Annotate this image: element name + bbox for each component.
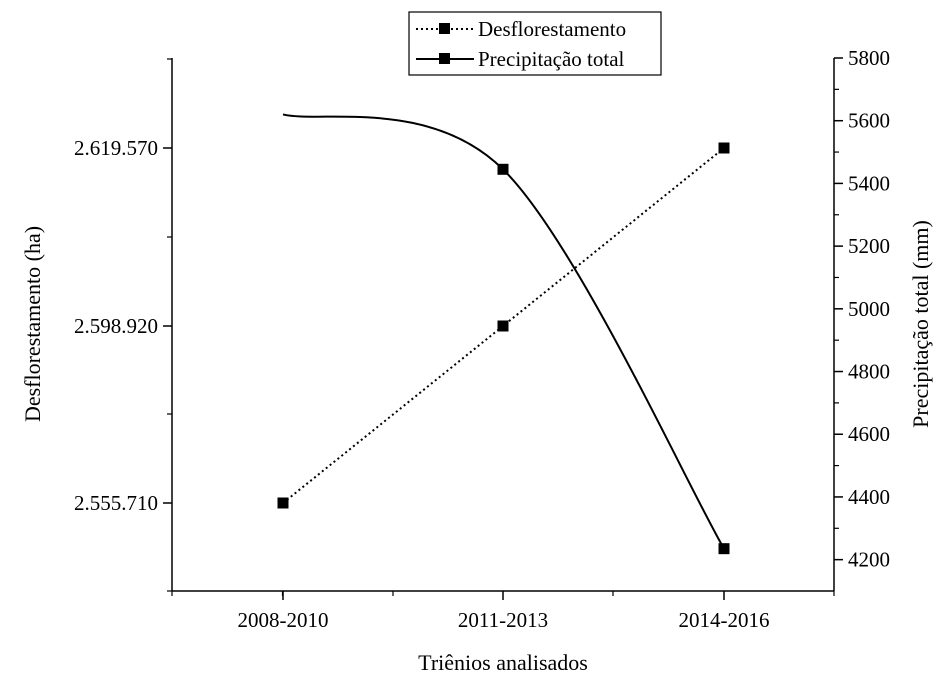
legend-swatch-marker-precipitacao bbox=[439, 53, 450, 64]
right-axis-ticks: 4200 4400 4600 4800 5000 5200 5400 5600 5800 bbox=[834, 46, 890, 572]
right-tick-label: 5000 bbox=[848, 297, 890, 321]
x-axis-title: Triênios analisados bbox=[418, 650, 588, 675]
right-tick-label: 5200 bbox=[848, 234, 890, 258]
series-group bbox=[277, 113, 730, 555]
series-line-desflorestamento bbox=[282, 147, 725, 504]
legend-box bbox=[408, 11, 662, 76]
legend-label-precipitacao: Precipitação total bbox=[478, 47, 625, 71]
right-tick-label: 5800 bbox=[848, 46, 890, 70]
right-tick-label: 4800 bbox=[848, 360, 890, 384]
x-tick-label: 2011-2013 bbox=[458, 608, 548, 632]
right-tick-label: 5600 bbox=[848, 109, 890, 133]
series-line-precipitacao-total bbox=[282, 113, 725, 550]
right-tick-label: 5400 bbox=[848, 171, 890, 195]
series-point-desflorestamento bbox=[497, 320, 509, 332]
left-tick-label: 2.598.920 bbox=[74, 314, 158, 338]
left-axis-title: Desflorestamento (ha) bbox=[20, 226, 45, 422]
legend-swatch-marker-desflorestamento bbox=[439, 23, 450, 34]
right-tick-label: 4400 bbox=[848, 485, 890, 509]
series-point-desflorestamento bbox=[718, 142, 730, 154]
right-tick-label: 4200 bbox=[848, 548, 890, 572]
legend-label-desflorestamento: Desflorestamento bbox=[478, 17, 626, 41]
left-tick-label: 2.619.570 bbox=[74, 136, 158, 160]
x-tick-label: 2008-2010 bbox=[238, 608, 329, 632]
right-axis-title: Precipitação total (mm) bbox=[908, 220, 933, 428]
series-point-precipitacao-total bbox=[718, 543, 730, 555]
series-point-desflorestamento bbox=[277, 497, 289, 509]
left-tick-label: 2.555.710 bbox=[74, 491, 158, 515]
x-tick-label: 2014-2016 bbox=[679, 608, 770, 632]
legend: Desflorestamento Precipitação total bbox=[408, 11, 662, 76]
right-tick-label: 4600 bbox=[848, 422, 890, 446]
left-axis-ticks: 2.555.710 2.598.920 2.619.570 bbox=[74, 58, 172, 592]
x-axis-ticks: 2008-2010 2011-2013 2014-2016 bbox=[171, 591, 835, 632]
series-point-precipitacao-total bbox=[497, 163, 509, 175]
